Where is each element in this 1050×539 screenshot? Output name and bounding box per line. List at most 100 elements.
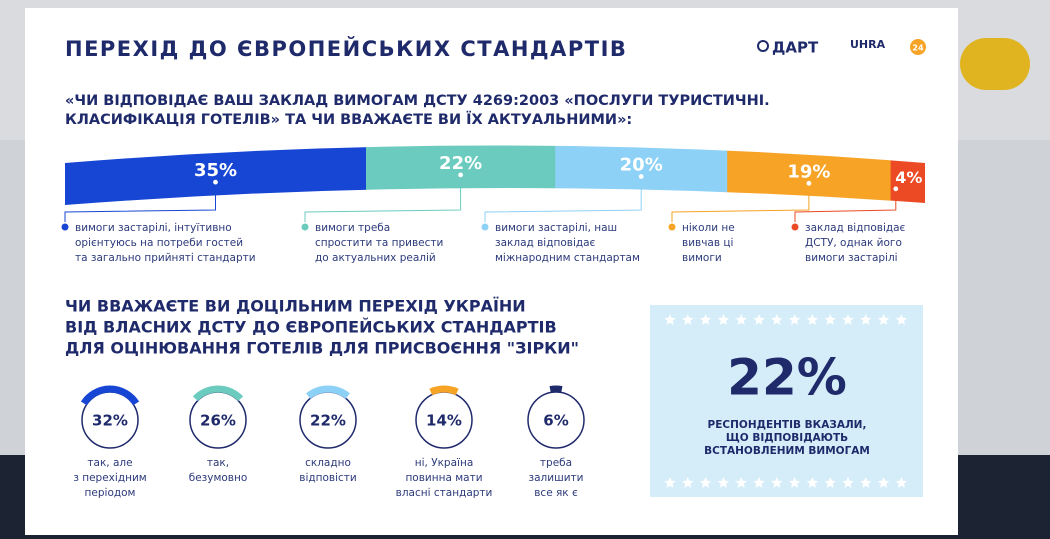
star: [682, 314, 694, 325]
ring-label: 6%: [543, 412, 568, 430]
star: [860, 314, 872, 325]
star: [753, 314, 765, 325]
ring-arc: [306, 385, 350, 399]
segment-label: 22%: [439, 153, 482, 174]
ring-caption: відповісти: [299, 472, 356, 484]
pin-icon: [757, 40, 769, 52]
connector: [304, 177, 462, 222]
legend-text: вимоги: [682, 252, 722, 264]
segment-label: 4%: [895, 168, 922, 187]
legend-text: до актуальних реалій: [315, 252, 436, 264]
connector-dot: [457, 171, 465, 179]
ring-label: 26%: [200, 412, 236, 430]
ring-label: 14%: [426, 412, 462, 430]
star: [682, 477, 694, 488]
star: [806, 477, 819, 488]
logo-badge: [910, 39, 926, 55]
star: [735, 314, 747, 325]
star: [664, 477, 676, 488]
star: [877, 477, 890, 488]
legend-text: вимоги застарілі: [805, 252, 898, 264]
connector-dot: [211, 178, 220, 186]
ring-arc: [192, 385, 244, 402]
question: «ЧИ ВІДПОВІДАЄ ВАШ ЗАКЛАД ВИМОГАМ ДСТУ 4…: [65, 93, 770, 109]
ring-caption: треба: [540, 457, 572, 469]
legend-text: спростити та привести: [315, 237, 443, 249]
ring-label: 22%: [310, 412, 346, 430]
legend-text: міжнародним стандартам: [495, 252, 640, 264]
ring-caption: повинна мати: [405, 472, 482, 484]
star: [842, 314, 854, 325]
legend-text: вимоги застарілі, наш: [495, 222, 617, 234]
legend-text: орієнтуюсь на потреби гостей: [75, 237, 243, 249]
ring-caption: складно: [305, 457, 351, 469]
star: [664, 314, 676, 325]
highlight-text: ВСТАНОВЛЕНИМ ВИМОГАМ: [704, 445, 870, 457]
star: [753, 477, 765, 488]
legend-dot: [481, 223, 489, 231]
star: [717, 314, 730, 325]
star: [806, 314, 819, 325]
segment-label: 20%: [620, 155, 663, 176]
star: [771, 477, 783, 488]
ring-arc: [549, 385, 563, 394]
backdrop-button: [960, 38, 1030, 90]
ring-caption: ні, Україна: [415, 457, 474, 469]
star: [788, 477, 801, 488]
legend-text: вивчав ці: [682, 237, 733, 249]
star: [877, 314, 890, 325]
legend-text: вимоги застарілі, інтуїтивно: [75, 222, 232, 234]
highlight-text: ЩО ВІДПОВІДАЮТЬ: [726, 432, 848, 444]
legend-dot: [668, 223, 676, 231]
logo: UHRA: [850, 38, 886, 51]
question: ВІД ВЛАСНИХ ДСТУ ДО ЄВРОПЕЙСЬКИХ СТАНДАР…: [65, 318, 557, 337]
star: [699, 477, 712, 488]
legend-text: заклад відповідає: [495, 237, 596, 249]
question: КЛАСИФІКАЦІЯ ГОТЕЛІВ» ТА ЧИ ВВАЖАЄТЕ ВИ …: [65, 111, 632, 128]
ring-label: 32%: [92, 412, 128, 430]
highlight-value: 22%: [727, 349, 847, 407]
ring-arc: [429, 385, 459, 396]
star: [842, 477, 854, 488]
ring-caption: безумовно: [189, 472, 248, 484]
logo: ДАРТ: [772, 39, 819, 57]
star: [735, 477, 747, 488]
ring-caption: власні стандарти: [396, 487, 493, 499]
title: ПЕРЕХІД ДО ЄВРОПЕЙСЬКИХ СТАНДАРТІВ: [65, 36, 627, 61]
legend-text: та загально прийняті стандарти: [75, 252, 256, 264]
star: [895, 477, 908, 488]
ring-caption: періодом: [85, 487, 136, 499]
star: [824, 477, 836, 488]
ring-caption: з перехідним: [73, 472, 146, 484]
highlight-box: [650, 305, 923, 497]
connector: [794, 191, 897, 222]
connector-dot: [637, 172, 645, 181]
question: ДЛЯ ОЦІНЮВАННЯ ГОТЕЛІВ ДЛЯ ПРИСВОЄННЯ "З…: [65, 339, 579, 358]
connector-dot: [805, 179, 813, 187]
connector: [671, 186, 810, 222]
star: [771, 314, 783, 325]
legend-dot: [61, 223, 69, 231]
ring-caption: залишити: [529, 472, 584, 484]
legend-dot: [791, 223, 799, 231]
highlight-text: РЕСПОНДЕНТІВ ВКАЗАЛИ,: [708, 419, 867, 431]
legend-dot: [301, 223, 309, 231]
legend-text: заклад відповідає: [805, 222, 906, 234]
star: [717, 477, 730, 488]
ring-caption: так, але: [87, 457, 132, 469]
ring-caption: так,: [207, 457, 229, 469]
question: ЧИ ВВАЖАЄТЕ ВИ ДОЦІЛЬНИМ ПЕРЕХІД УКРАЇНИ: [65, 297, 526, 316]
legend-text: ніколи не: [682, 222, 735, 234]
star: [788, 314, 801, 325]
connector: [484, 179, 642, 222]
star: [824, 314, 836, 325]
star: [860, 477, 872, 488]
legend-text: вимоги треба: [315, 222, 390, 234]
ring-caption: все як є: [534, 487, 578, 499]
logo: 24: [912, 44, 924, 53]
ring-arc: [80, 385, 140, 406]
legend-text: ДСТУ, однак його: [805, 237, 902, 249]
connector-dot: [892, 185, 900, 193]
